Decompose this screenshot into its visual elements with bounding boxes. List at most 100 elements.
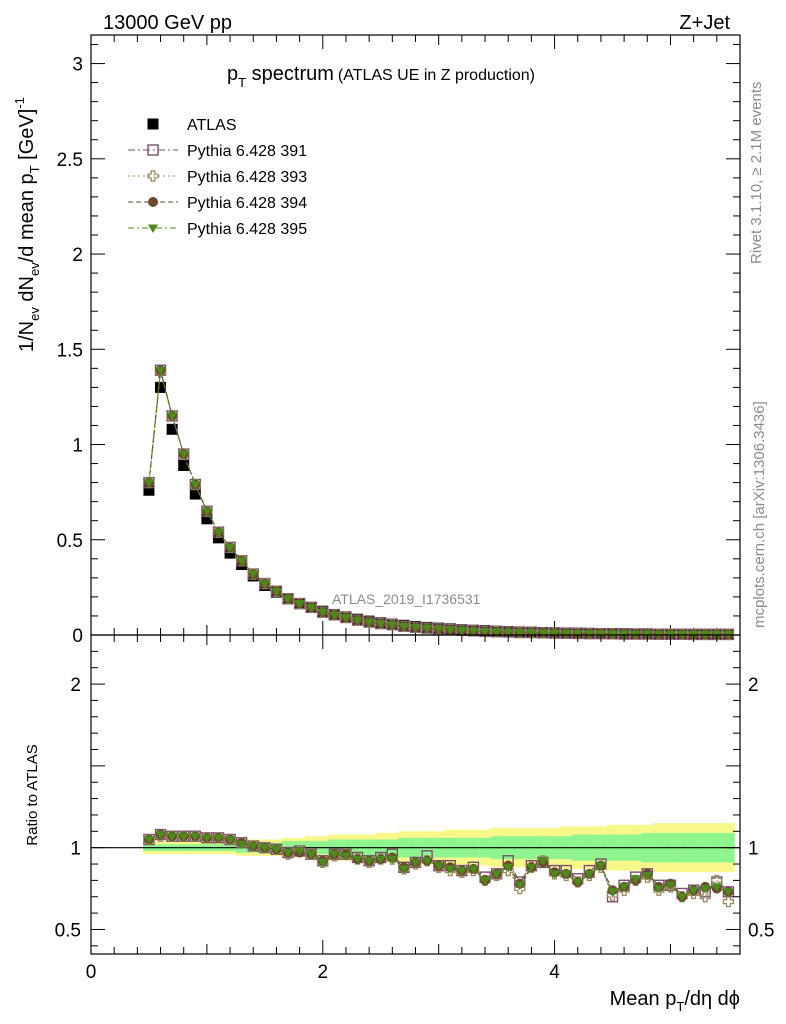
rivet-label: Rivet 3.1.10, ≥ 2.1M events bbox=[748, 82, 765, 265]
marker-395 bbox=[410, 858, 421, 868]
marker-395 bbox=[723, 888, 734, 897]
marker-394 bbox=[148, 197, 158, 207]
marker-395 bbox=[445, 865, 456, 874]
xtick-label: 4 bbox=[549, 962, 560, 983]
ratio-axis-ticks: 0.5 0.5 1 1 2 2 0 2 4 bbox=[55, 635, 774, 983]
marker-395 bbox=[491, 870, 502, 879]
main-ytick-label: 0 bbox=[72, 626, 83, 647]
marker-395 bbox=[561, 870, 572, 879]
marker-395 bbox=[433, 862, 444, 871]
legend-label: Pythia 6.428 391 bbox=[187, 143, 307, 160]
ratio-ytick-label-right: 2 bbox=[748, 675, 759, 696]
marker-393 bbox=[147, 170, 159, 182]
title-spectrum: spectrum bbox=[246, 63, 334, 85]
ratio-series-3 bbox=[143, 831, 734, 902]
ratio-ytick-label: 1 bbox=[70, 839, 81, 860]
marker-395 bbox=[433, 625, 444, 634]
marker-395 bbox=[677, 893, 688, 902]
marker-395 bbox=[271, 845, 282, 855]
marker-395 bbox=[329, 850, 340, 860]
marker-395 bbox=[283, 849, 294, 858]
marker-395 bbox=[711, 883, 722, 892]
marker-395 bbox=[468, 627, 479, 636]
chart-title: pT spectrum (ATLAS UE in Z production) bbox=[227, 63, 535, 90]
ratio-data bbox=[143, 828, 735, 908]
marker-395 bbox=[340, 852, 351, 861]
marker-395 bbox=[178, 832, 189, 842]
marker-395 bbox=[352, 855, 363, 865]
marker-395 bbox=[329, 611, 340, 620]
legend-entry: Pythia 6.428 394 bbox=[128, 195, 307, 212]
legend-label: Pythia 6.428 394 bbox=[187, 195, 307, 212]
marker-395 bbox=[456, 626, 467, 636]
ratio-panel: 0.5 0.5 1 1 2 2 0 2 4 bbox=[55, 634, 774, 983]
ratio-line bbox=[148, 834, 729, 898]
xtick-label: 2 bbox=[317, 962, 328, 983]
title-extra: (ATLAS UE in Z production) bbox=[338, 67, 535, 84]
marker-395 bbox=[398, 865, 409, 874]
marker-395 bbox=[572, 878, 583, 888]
marker-395 bbox=[248, 842, 259, 852]
marker-395 bbox=[526, 863, 537, 873]
marker-395 bbox=[607, 888, 618, 897]
marker-395 bbox=[398, 622, 409, 632]
marker-395 bbox=[167, 832, 178, 842]
legend-label: Pythia 6.428 395 bbox=[187, 221, 307, 238]
mcplots-label: mcplots.cern.ch [arXiv:1306.3436] bbox=[751, 401, 768, 628]
marker-395 bbox=[549, 629, 560, 639]
marker-395 bbox=[306, 603, 317, 613]
ratio-bands bbox=[91, 823, 740, 873]
marker-395 bbox=[688, 886, 699, 896]
marker-atlas bbox=[178, 459, 190, 471]
main-ytick-label: 0.5 bbox=[57, 531, 83, 552]
marker-395 bbox=[236, 557, 247, 566]
marker-atlas bbox=[189, 488, 201, 500]
ratio-ytick-label-right: 0.5 bbox=[748, 920, 774, 941]
marker-395 bbox=[491, 628, 502, 637]
marker-395 bbox=[665, 881, 676, 891]
marker-395 bbox=[375, 855, 386, 865]
marker-395 bbox=[630, 875, 641, 884]
marker-395 bbox=[387, 855, 398, 865]
marker-395 bbox=[561, 629, 572, 639]
main-ytick-label: 2.5 bbox=[57, 150, 83, 171]
marker-395 bbox=[213, 834, 224, 843]
ratio-ylabel: Ratio to ATLAS bbox=[24, 744, 41, 845]
marker-395 bbox=[480, 876, 491, 886]
main-ylabel: 1/Nev dNev/d mean pT [GeV]-1 bbox=[12, 97, 42, 352]
marker-395 bbox=[549, 870, 560, 879]
marker-395 bbox=[364, 857, 375, 866]
marker-395 bbox=[167, 412, 178, 421]
marker-395 bbox=[700, 885, 711, 894]
marker-395 bbox=[283, 595, 294, 604]
marker-395 bbox=[537, 857, 548, 866]
marker-395 bbox=[317, 858, 328, 868]
marker-395 bbox=[642, 871, 653, 881]
xtick-label: 0 bbox=[86, 962, 97, 983]
ratio-ytick-label: 2 bbox=[70, 675, 81, 696]
marker-395 bbox=[503, 863, 514, 873]
marker-395 bbox=[213, 528, 224, 538]
process-label: Z+Jet bbox=[679, 12, 730, 34]
marker-atlas bbox=[166, 423, 178, 435]
marker-395 bbox=[178, 450, 189, 460]
analysis-tag: ATLAS_2019_I1736531 bbox=[332, 591, 481, 607]
main-ytick-label: 2 bbox=[72, 245, 83, 266]
ratio-frame bbox=[90, 634, 741, 955]
marker-393 bbox=[722, 896, 735, 908]
legend: ATLAS Pythia 6.428 391 Pythia 6.428 393 Pyt… bbox=[128, 117, 307, 238]
legend-entry: Pythia 6.428 395 bbox=[128, 221, 307, 238]
main-ytick-label: 3 bbox=[72, 55, 83, 76]
marker-395 bbox=[468, 865, 479, 874]
marker-atlas bbox=[147, 118, 159, 130]
marker-395 bbox=[422, 624, 433, 634]
main-panel: 0 0.5 1 1.5 2 2.5 3 bbox=[57, 34, 741, 647]
marker-395 bbox=[387, 621, 398, 630]
ratio-ytick-label: 0.5 bbox=[55, 920, 81, 941]
marker-395 bbox=[375, 620, 386, 629]
marker-395 bbox=[653, 885, 664, 894]
marker-atlas bbox=[143, 484, 155, 496]
marker-395 bbox=[584, 870, 595, 879]
marker-395 bbox=[456, 867, 467, 876]
marker-395 bbox=[294, 600, 305, 609]
